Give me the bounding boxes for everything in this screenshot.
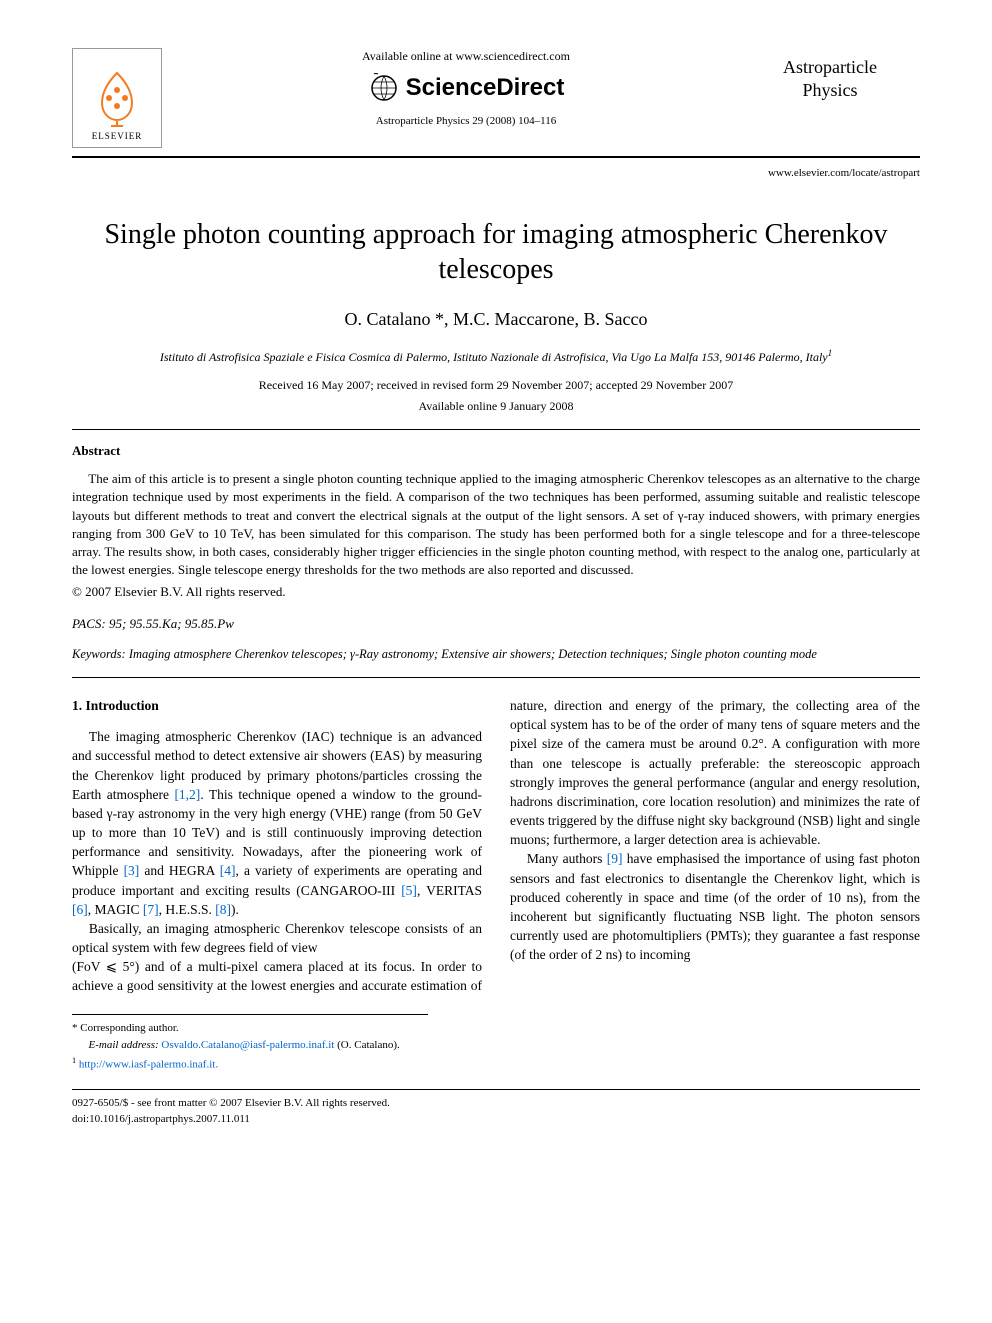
received-dates: Received 16 May 2007; received in revise… bbox=[72, 377, 920, 394]
elsevier-logo: ELSEVIER bbox=[72, 48, 162, 148]
ref-7[interactable]: [7] bbox=[143, 902, 159, 917]
article-title: Single photon counting approach for imag… bbox=[72, 217, 920, 287]
keywords-line: Keywords: Imaging atmosphere Cherenkov t… bbox=[72, 646, 920, 664]
sciencedirect-logo: ScienceDirect bbox=[208, 71, 724, 105]
elsevier-tree-icon bbox=[87, 68, 147, 128]
p1-f: , MAGIC bbox=[88, 902, 143, 917]
ref-3[interactable]: [3] bbox=[124, 863, 140, 878]
pacs-label: PACS: bbox=[72, 616, 106, 631]
elsevier-label: ELSEVIER bbox=[92, 130, 143, 143]
journal-title-line1: Astroparticle bbox=[740, 56, 920, 79]
footnote-1: 1 http://www.iasf-palermo.inaf.it. bbox=[72, 1055, 428, 1073]
doi-line: doi:10.1016/j.astropartphys.2007.11.011 bbox=[72, 1112, 920, 1127]
copyright-line: © 2007 Elsevier B.V. All rights reserved… bbox=[72, 583, 920, 601]
center-header: Available online at www.sciencedirect.co… bbox=[208, 48, 724, 130]
p1-h: ). bbox=[231, 902, 239, 917]
author-email[interactable]: Osvaldo.Catalano@iasf-palermo.inaf.it bbox=[161, 1039, 334, 1051]
page-header: ELSEVIER Available online at www.science… bbox=[72, 48, 920, 148]
abstract-body: The aim of this article is to present a … bbox=[72, 470, 920, 579]
front-matter-line: 0927-6505/$ - see front matter © 2007 El… bbox=[72, 1096, 920, 1111]
email-label: E-mail address: bbox=[89, 1039, 159, 1051]
email-suffix: (O. Catalano). bbox=[337, 1039, 400, 1051]
p4-a: Many authors bbox=[527, 851, 607, 866]
intro-paragraph-1: The imaging atmospheric Cherenkov (IAC) … bbox=[72, 727, 482, 919]
header-rule-top bbox=[72, 156, 920, 158]
affiliation-sup: 1 bbox=[828, 348, 833, 358]
intro-paragraph-2: Basically, an imaging atmospheric Cheren… bbox=[72, 919, 482, 957]
p4-b: have emphasised the importance of using … bbox=[510, 851, 920, 962]
available-online-date: Available online 9 January 2008 bbox=[72, 398, 920, 415]
keywords-text: Imaging atmosphere Cherenkov telescopes;… bbox=[129, 647, 817, 661]
journal-title-block: Astroparticle Physics bbox=[740, 48, 920, 103]
fn1-sup: 1 bbox=[72, 1056, 76, 1065]
affiliation: Istituto di Astrofisica Spaziale e Fisic… bbox=[72, 347, 920, 366]
institute-url[interactable]: http://www.iasf-palermo.inaf.it. bbox=[79, 1059, 218, 1071]
ref-4[interactable]: [4] bbox=[220, 863, 236, 878]
sciencedirect-text: ScienceDirect bbox=[406, 71, 565, 105]
p1-e: , VERITAS bbox=[417, 883, 482, 898]
section-1-title: 1. Introduction bbox=[72, 696, 482, 715]
abstract-heading: Abstract bbox=[72, 442, 920, 460]
journal-url: www.elsevier.com/locate/astropart bbox=[72, 166, 920, 181]
body-columns: 1. Introduction The imaging atmospheric … bbox=[72, 696, 920, 995]
abstract-paragraph: The aim of this article is to present a … bbox=[72, 470, 920, 579]
ref-8[interactable]: [8] bbox=[215, 902, 231, 917]
abstract-bottom-rule bbox=[72, 677, 920, 678]
journal-title-line2: Physics bbox=[740, 79, 920, 102]
ref-6[interactable]: [6] bbox=[72, 902, 88, 917]
abstract-top-rule bbox=[72, 429, 920, 430]
authors: O. Catalano *, M.C. Maccarone, B. Sacco bbox=[72, 307, 920, 332]
pacs-line: PACS: 95; 95.55.Ka; 95.85.Pw bbox=[72, 615, 920, 633]
pacs-codes: 95; 95.55.Ka; 95.85.Pw bbox=[109, 616, 234, 631]
page-footer: 0927-6505/$ - see front matter © 2007 El… bbox=[72, 1089, 920, 1127]
ref-1-2[interactable]: [1,2] bbox=[174, 787, 200, 802]
ref-9[interactable]: [9] bbox=[607, 851, 623, 866]
email-line: E-mail address: Osvaldo.Catalano@iasf-pa… bbox=[72, 1038, 428, 1053]
corresponding-author: * Corresponding author. bbox=[72, 1021, 428, 1036]
footnotes: * Corresponding author. E-mail address: … bbox=[72, 1014, 428, 1074]
affiliation-text: Istituto di Astrofisica Spaziale e Fisic… bbox=[160, 350, 828, 364]
available-online-text: Available online at www.sciencedirect.co… bbox=[208, 48, 724, 65]
p1-g: , H.E.S.S. bbox=[159, 902, 216, 917]
sciencedirect-icon bbox=[368, 72, 400, 104]
ref-5[interactable]: [5] bbox=[401, 883, 417, 898]
p1-c: and HEGRA bbox=[139, 863, 219, 878]
keywords-label: Keywords: bbox=[72, 647, 126, 661]
intro-paragraph-4: Many authors [9] have emphasised the imp… bbox=[510, 849, 920, 964]
journal-reference: Astroparticle Physics 29 (2008) 104–116 bbox=[208, 114, 724, 129]
